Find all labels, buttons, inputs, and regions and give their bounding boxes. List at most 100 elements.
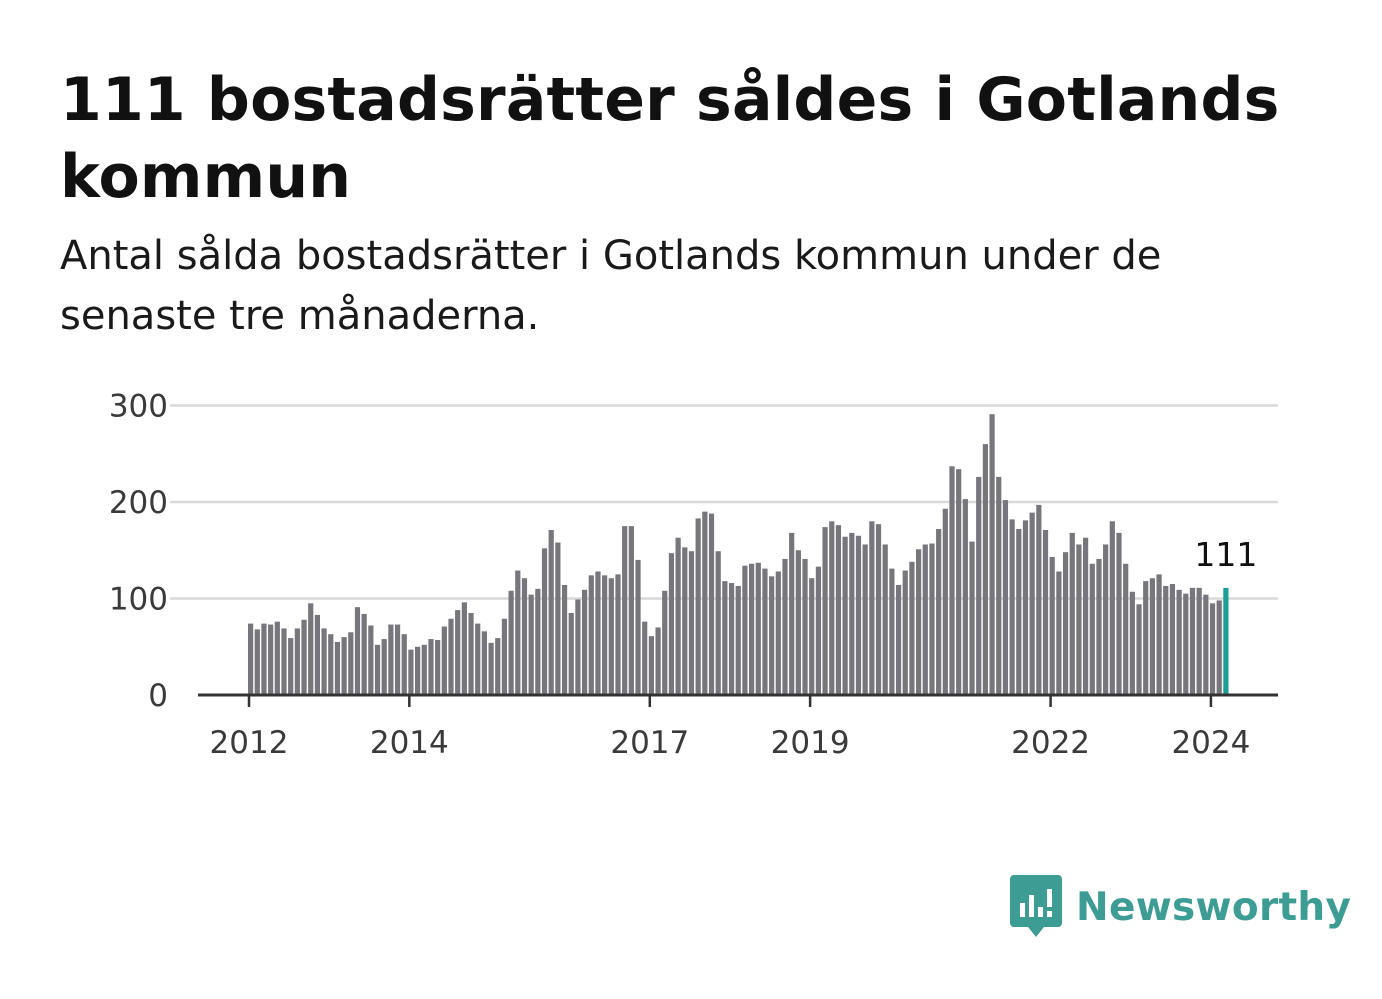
bar <box>715 551 721 695</box>
bar <box>929 543 935 695</box>
bar <box>695 518 701 695</box>
bar <box>889 568 895 695</box>
bar <box>488 642 494 695</box>
bar <box>615 574 621 696</box>
bar <box>1183 593 1189 695</box>
bar <box>1062 552 1069 695</box>
bar <box>735 585 741 695</box>
bar <box>435 640 441 695</box>
bar <box>996 476 1002 695</box>
bar <box>401 634 407 695</box>
bar <box>1083 537 1089 695</box>
bar <box>749 563 755 695</box>
bar <box>628 526 634 696</box>
bar <box>1036 504 1042 695</box>
bar <box>582 589 588 695</box>
bar <box>916 549 922 695</box>
bar <box>782 558 788 695</box>
bar <box>1029 512 1035 695</box>
bar <box>481 631 487 695</box>
bar <box>962 499 968 695</box>
bar <box>602 575 608 695</box>
bar <box>1176 589 1182 695</box>
bar <box>1163 585 1169 695</box>
bar <box>495 638 501 695</box>
bar <box>1156 574 1162 696</box>
bar <box>1069 532 1075 695</box>
bar <box>348 632 354 695</box>
x-axis-ticks: 2012 2014 2017 2019 2022 2024 <box>210 725 1251 761</box>
bar <box>1089 563 1095 695</box>
bar <box>875 524 882 695</box>
bar <box>341 637 347 695</box>
bar <box>408 649 414 695</box>
bar <box>1189 587 1196 695</box>
x-tick-label-2024: 2024 <box>1171 725 1250 761</box>
bar <box>374 644 381 695</box>
bar <box>535 588 541 695</box>
bar <box>989 414 995 695</box>
bar <box>936 529 942 695</box>
x-axis <box>198 693 1278 707</box>
bar <box>1042 529 1049 695</box>
bar <box>976 476 982 695</box>
bar <box>274 621 280 695</box>
bar <box>895 584 902 695</box>
bar <box>548 529 554 695</box>
bar <box>388 624 394 695</box>
bar <box>835 525 842 695</box>
bar <box>949 466 955 695</box>
bar <box>702 511 708 695</box>
bar <box>795 550 801 695</box>
bar <box>268 624 274 695</box>
bar <box>321 628 327 695</box>
bar <box>869 521 875 695</box>
bar <box>622 526 628 696</box>
bar <box>288 638 294 695</box>
bar <box>1002 500 1009 695</box>
bar <box>368 625 374 695</box>
bar <box>1143 581 1149 695</box>
y-tick-label-100: 100 <box>109 582 168 618</box>
bar <box>301 619 307 695</box>
bar <box>969 541 975 695</box>
bar <box>1169 584 1176 695</box>
bar <box>635 559 641 695</box>
y-tick-label-200: 200 <box>109 485 168 521</box>
x-tick-label-2012: 2012 <box>210 725 289 761</box>
bar <box>588 575 594 695</box>
y-axis-ticks: 0 100 200 300 <box>109 389 168 715</box>
bar <box>501 618 508 695</box>
bar <box>448 618 454 695</box>
bar <box>1022 520 1029 695</box>
bar <box>1076 544 1082 695</box>
newsworthy-logo-icon <box>1010 875 1062 937</box>
bar <box>956 469 962 695</box>
bar <box>1129 591 1135 695</box>
bar <box>308 603 314 695</box>
bar <box>642 621 648 695</box>
brand-name: Newsworthy <box>1076 884 1352 930</box>
chart-subtitle: Antal sålda bostadsrätter i Gotlands kom… <box>60 233 1162 339</box>
bar <box>982 444 988 695</box>
bar <box>675 537 681 695</box>
bar <box>394 624 401 695</box>
bar <box>561 584 568 695</box>
bar <box>1216 600 1222 695</box>
bar <box>909 561 915 695</box>
bar <box>829 521 835 695</box>
bar <box>421 644 427 695</box>
bar <box>1103 544 1109 695</box>
bar <box>662 590 668 695</box>
bar <box>354 607 361 695</box>
bar <box>1209 603 1216 695</box>
bar <box>668 553 675 695</box>
bar <box>381 639 387 695</box>
bar <box>261 623 267 695</box>
bar <box>809 578 815 695</box>
bar <box>922 544 928 695</box>
bar <box>1049 557 1055 695</box>
bar <box>842 536 848 695</box>
bar <box>455 610 461 695</box>
